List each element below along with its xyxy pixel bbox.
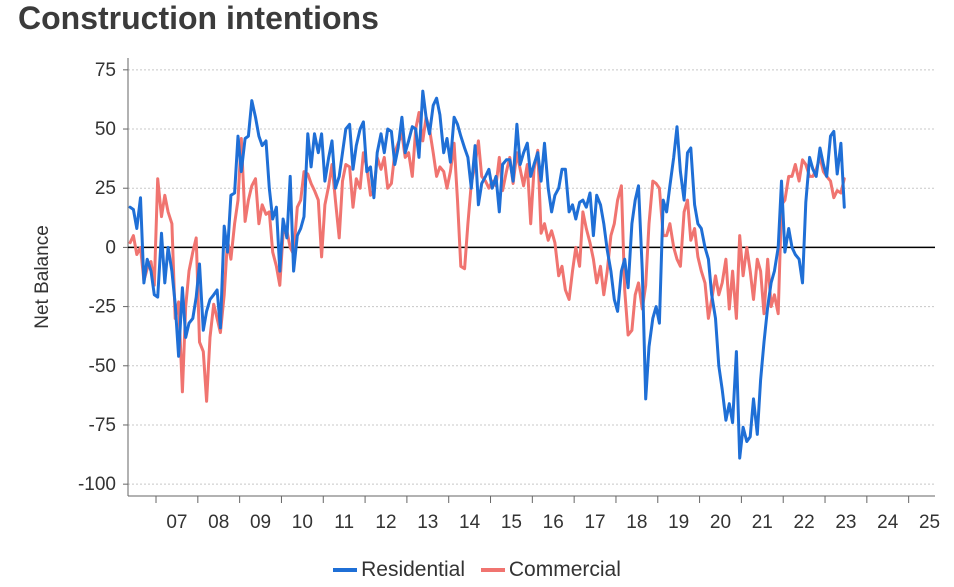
x-tick-label: 22 [794,512,815,533]
x-tick-label: 14 [459,512,481,533]
y-tick-label: -25 [89,297,116,318]
x-tick-label: 24 [877,512,899,533]
legend-label-residential: Residential [361,558,466,581]
x-tick-label: 09 [250,512,271,533]
x-tick-label: 10 [292,512,313,533]
legend-swatch-residential [333,568,358,572]
line-chart: 75 50 25 0 -25 -50 -75 -100 07 08 09 10 11 12 13 14 15 16… [32,58,940,533]
x-tick-label: 18 [626,512,647,533]
series-line-commercial [128,111,846,403]
y-tick-label: -100 [78,474,116,495]
legend-swatch-commercial [480,568,505,572]
y-tick-label: 0 [105,237,116,258]
x-tick-label: 20 [710,512,731,533]
y-tick-label: -50 [89,356,116,377]
legend: Residential Commercial [0,554,954,582]
legend-item-residential[interactable]: Residential [333,558,465,582]
x-tick-label: 25 [919,512,940,533]
y-tick-label: 75 [95,60,116,81]
legend-item-commercial[interactable]: Commercial [480,558,621,582]
legend-label-commercial: Commercial [508,558,621,581]
chart-title: Construction intentions [18,0,379,36]
y-tick-label: 50 [95,119,116,140]
x-tick-label: 12 [375,512,396,533]
x-tick-label: 21 [752,512,773,533]
x-tick-label: 07 [166,512,187,533]
x-tick-label: 11 [334,512,354,533]
x-tick-label: 19 [668,512,689,533]
x-tick-label: 08 [208,512,229,533]
x-tick-label: 17 [584,512,605,533]
y-axis-label: Net Balance [32,225,53,329]
x-tick-label: 16 [543,512,564,533]
y-tick-label: 25 [95,178,116,199]
x-tick-label: 15 [501,512,522,533]
x-tick-label: 13 [417,512,438,533]
y-tick-label: -75 [89,415,116,436]
series-line-residential [128,89,846,460]
x-tick-label: 23 [835,512,856,533]
